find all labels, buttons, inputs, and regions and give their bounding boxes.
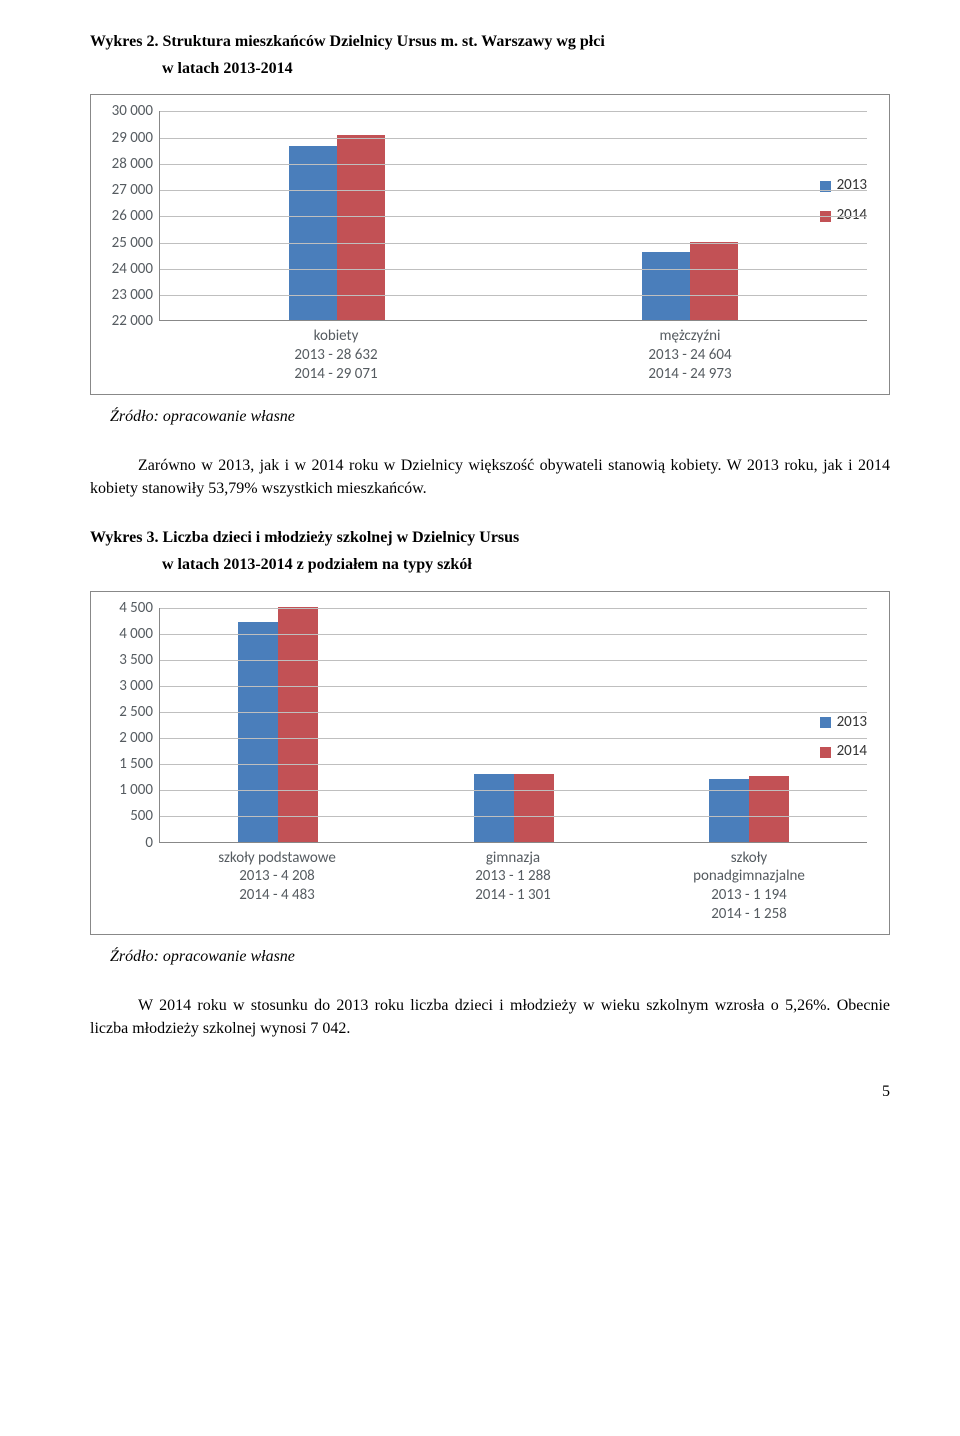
gridline	[160, 790, 867, 791]
bar-group	[160, 608, 396, 842]
chart2-title: Wykres 3. Liczba dzieci i młodzieży szko…	[90, 526, 890, 549]
gridline	[160, 764, 867, 765]
bar-2013	[709, 779, 749, 841]
x-axis-label: szkołyponadgimnazjalne2013 - 1 1942014 -…	[631, 849, 867, 924]
gridline	[160, 660, 867, 661]
chart2-x-labels: szkoły podstawowe2013 - 4 2082014 - 4 48…	[159, 849, 867, 924]
page-number: 5	[90, 1080, 890, 1103]
chart2-subtitle: w latach 2013-2014 z podziałem na typy s…	[90, 553, 890, 576]
x-axis-label: kobiety2013 - 28 6322014 - 29 071	[159, 327, 513, 383]
bar-2014	[749, 776, 789, 842]
chart2-source: Źródło: opracowanie własne	[110, 945, 890, 968]
bar-2013	[238, 622, 278, 842]
gridline	[160, 216, 867, 217]
gridline	[160, 269, 867, 270]
chart1-x-labels: kobiety2013 - 28 6322014 - 29 071mężczyź…	[159, 327, 867, 383]
paragraph-2: W 2014 roku w stosunku do 2013 roku licz…	[90, 994, 890, 1040]
chart2-bars	[160, 608, 867, 842]
gridline	[160, 243, 867, 244]
gridline	[160, 164, 867, 165]
gridline	[160, 816, 867, 817]
gridline	[160, 138, 867, 139]
gridline	[160, 712, 867, 713]
gridline	[160, 111, 867, 112]
chart1-y-axis: 30 00029 00028 00027 00026 00025 00024 0…	[103, 111, 159, 321]
bar-2014	[690, 242, 738, 320]
gridline	[160, 686, 867, 687]
gridline	[160, 295, 867, 296]
chart1-container: 20132014 30 00029 00028 00027 00026 0002…	[90, 94, 890, 394]
gridline	[160, 190, 867, 191]
x-axis-label: gimnazja2013 - 1 2882014 - 1 301	[395, 849, 631, 924]
bar-group	[631, 608, 867, 842]
bar-2014	[514, 774, 554, 842]
chart1-title: Wykres 2. Struktura mieszkańców Dzielnic…	[90, 30, 890, 53]
bar-group	[396, 608, 632, 842]
chart2-container: 20132014 4 5004 0003 5003 0002 5002 0001…	[90, 591, 890, 935]
bar-2013	[642, 252, 690, 320]
chart1-subtitle: w latach 2013-2014	[90, 57, 890, 80]
chart1-plot	[159, 111, 867, 321]
chart2-y-axis: 4 5004 0003 5003 0002 5002 0001 5001 000…	[103, 608, 159, 843]
x-axis-label: szkoły podstawowe2013 - 4 2082014 - 4 48…	[159, 849, 395, 924]
chart1-source: Źródło: opracowanie własne	[110, 405, 890, 428]
gridline	[160, 738, 867, 739]
x-axis-label: mężczyźni2013 - 24 6042014 - 24 973	[513, 327, 867, 383]
bar-2014	[278, 607, 318, 841]
gridline	[160, 634, 867, 635]
bar-2013	[474, 774, 514, 841]
paragraph-1: Zarówno w 2013, jak i w 2014 roku w Dzie…	[90, 454, 890, 500]
chart2-plot	[159, 608, 867, 843]
bar-2014	[337, 135, 385, 321]
gridline	[160, 608, 867, 609]
